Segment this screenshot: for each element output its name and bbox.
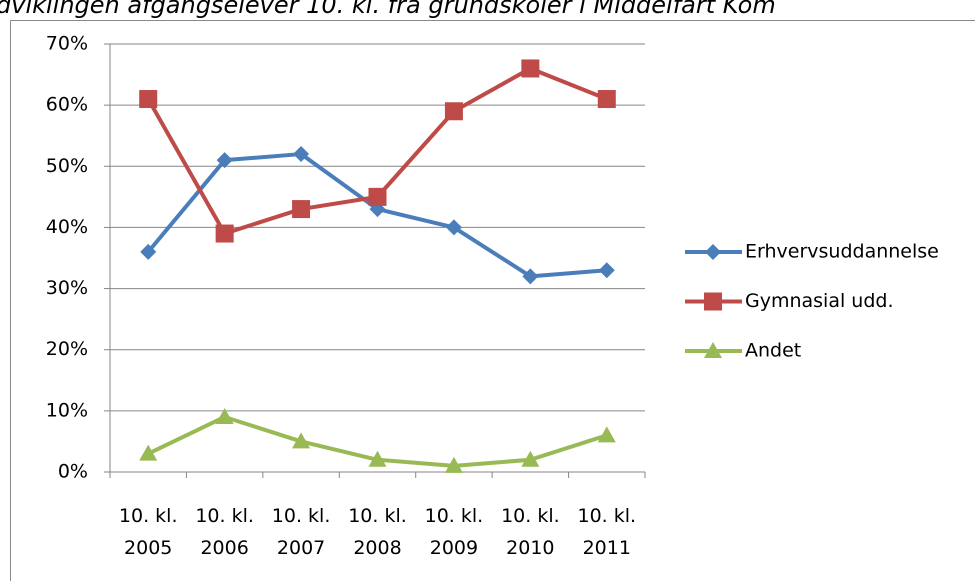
y-tick-label: 70% [46, 33, 88, 55]
marker [139, 444, 158, 461]
legend-label: Andet [745, 340, 801, 362]
x-tick-label: 10. kl. 2006 [195, 505, 254, 559]
legend-label: Erhvervsuddannelse [745, 241, 939, 263]
y-tick-label: 30% [46, 277, 88, 299]
marker [522, 268, 539, 285]
x-tick-label: 10. kl. 2007 [272, 505, 331, 559]
marker [216, 152, 233, 169]
x-tick-label: 10. kl. 2008 [348, 505, 407, 559]
legend-marker [705, 244, 721, 260]
legend-marker [704, 292, 722, 311]
marker [444, 102, 463, 121]
marker [292, 432, 311, 449]
marker [444, 456, 463, 473]
marker [215, 224, 234, 243]
marker [598, 262, 615, 279]
marker [597, 90, 616, 109]
legend-label: Gymnasial udd. [745, 290, 894, 312]
marker [521, 59, 540, 78]
marker [292, 200, 311, 219]
marker [368, 187, 387, 206]
chart-title: dviklingen afgangselever 10. kl. fra gru… [0, 0, 776, 19]
marker [445, 219, 462, 236]
y-tick-label: 50% [46, 155, 88, 177]
marker [293, 146, 310, 163]
x-tick-label: 10. kl. 2009 [425, 505, 484, 559]
marker [368, 450, 387, 467]
x-tick-label: 10. kl. 2005 [119, 505, 178, 559]
marker [521, 450, 540, 467]
marker [140, 243, 157, 260]
legend-marker [704, 342, 722, 358]
x-tick-label: 10. kl. 2011 [577, 505, 636, 559]
y-tick-label: 10% [46, 399, 88, 421]
y-tick-label: 0% [58, 461, 88, 483]
marker [215, 407, 234, 424]
marker [139, 90, 158, 109]
x-tick-label: 10. kl. 2010 [501, 505, 560, 559]
y-tick-label: 60% [46, 94, 88, 116]
y-tick-label: 20% [46, 338, 88, 360]
marker [597, 426, 616, 443]
y-tick-label: 40% [46, 216, 88, 238]
